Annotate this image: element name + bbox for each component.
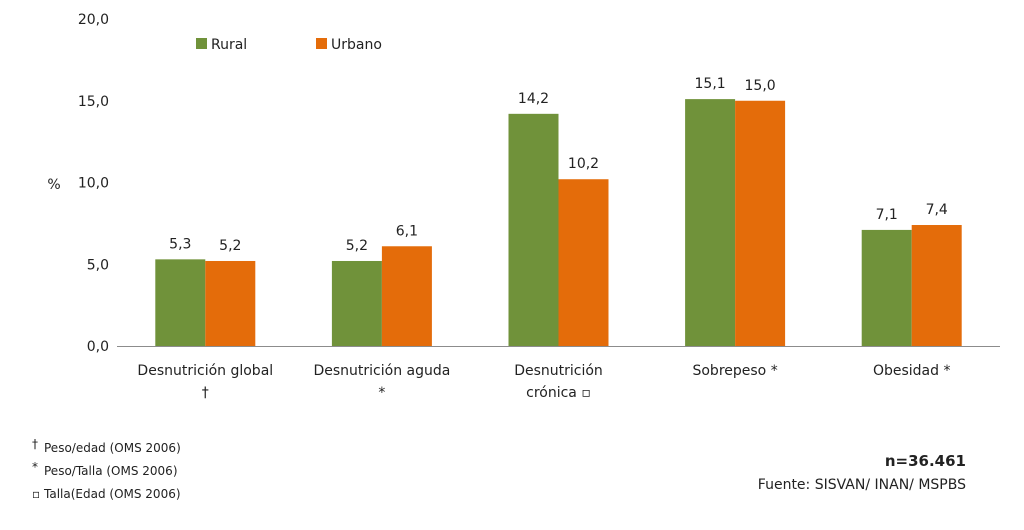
category-label: Obesidad * xyxy=(873,363,951,379)
y-tick-label: 0,0 xyxy=(87,339,109,355)
footnote-symbol: ▫ xyxy=(32,487,41,501)
data-label: 7,4 xyxy=(926,202,948,218)
bar-rural xyxy=(155,259,206,346)
y-axis-label: % xyxy=(47,177,60,193)
data-label: 10,2 xyxy=(568,156,599,172)
y-tick-label: 20,0 xyxy=(78,12,109,28)
data-label: 14,2 xyxy=(518,91,549,107)
source-block: n=36.461 Fuente: SISVAN/ INAN/ MSPBS xyxy=(758,449,966,497)
data-label: 6,1 xyxy=(396,223,418,239)
category-label: Desnutrición xyxy=(514,363,603,379)
footnote-row: † Peso/edad (OMS 2006) xyxy=(32,437,181,460)
legend-swatch xyxy=(196,38,207,49)
x-axis: Desnutrición global † Desnutrición aguda * D… xyxy=(117,346,1000,401)
footnote-text: Peso/Talla (OMS 2006) xyxy=(44,464,178,478)
category-label: * xyxy=(378,385,385,401)
y-tick-label: 5,0 xyxy=(87,257,109,273)
sample-size: n=36.461 xyxy=(884,452,966,470)
y-tick-label: 15,0 xyxy=(78,94,109,110)
data-label: 15,1 xyxy=(695,76,726,92)
footnote-text: Peso/edad (OMS 2006) xyxy=(44,441,181,455)
data-label: 5,2 xyxy=(219,238,241,254)
legend: Rural Urbano xyxy=(196,37,382,53)
footnote-row: * Peso/Talla (OMS 2006) xyxy=(32,460,181,483)
source-text: Fuente: SISVAN/ INAN/ MSPBS xyxy=(757,477,966,493)
category-label: † xyxy=(202,385,209,401)
category-label: crónica ▫ xyxy=(526,385,591,401)
bar-urbano xyxy=(381,246,432,346)
data-label: 5,2 xyxy=(346,238,368,254)
bar-urbano xyxy=(205,260,256,346)
bar-rural xyxy=(685,99,736,347)
bar-rural xyxy=(331,260,382,346)
bar-rural xyxy=(508,113,559,346)
bar-urbano xyxy=(911,225,962,346)
footnote-row: ▫ Talla(Edad (OMS 2006) xyxy=(32,483,181,506)
bar-rural xyxy=(861,229,912,346)
bar-urbano xyxy=(735,100,786,346)
footnote-text: Talla(Edad (OMS 2006) xyxy=(44,487,181,501)
data-label: 5,3 xyxy=(169,236,191,252)
legend-label: Urbano xyxy=(331,37,382,53)
value-labels: 5,3 5,2 14,2 15,1 7,1 5,2 6,1 10,2 15,0 7,4 xyxy=(169,76,948,254)
data-label: 7,1 xyxy=(876,207,898,223)
data-label: 15,0 xyxy=(745,78,776,94)
footnote-symbol: † xyxy=(32,437,38,451)
category-label: Desnutrición global xyxy=(137,363,273,379)
legend-label: Rural xyxy=(211,37,247,53)
footnote-symbol: * xyxy=(32,460,38,474)
legend-swatch xyxy=(316,38,327,49)
bars xyxy=(155,99,962,347)
bar-urbano xyxy=(558,179,609,346)
category-label: Desnutrición aguda xyxy=(313,363,450,379)
y-axis: 0,0 5,0 10,0 15,0 20,0% xyxy=(47,12,109,355)
footnotes: † Peso/edad (OMS 2006) * Peso/Talla (OMS 2… xyxy=(32,437,181,506)
y-tick-label: 10,0 xyxy=(78,176,109,192)
category-label: Sobrepeso * xyxy=(692,363,777,379)
